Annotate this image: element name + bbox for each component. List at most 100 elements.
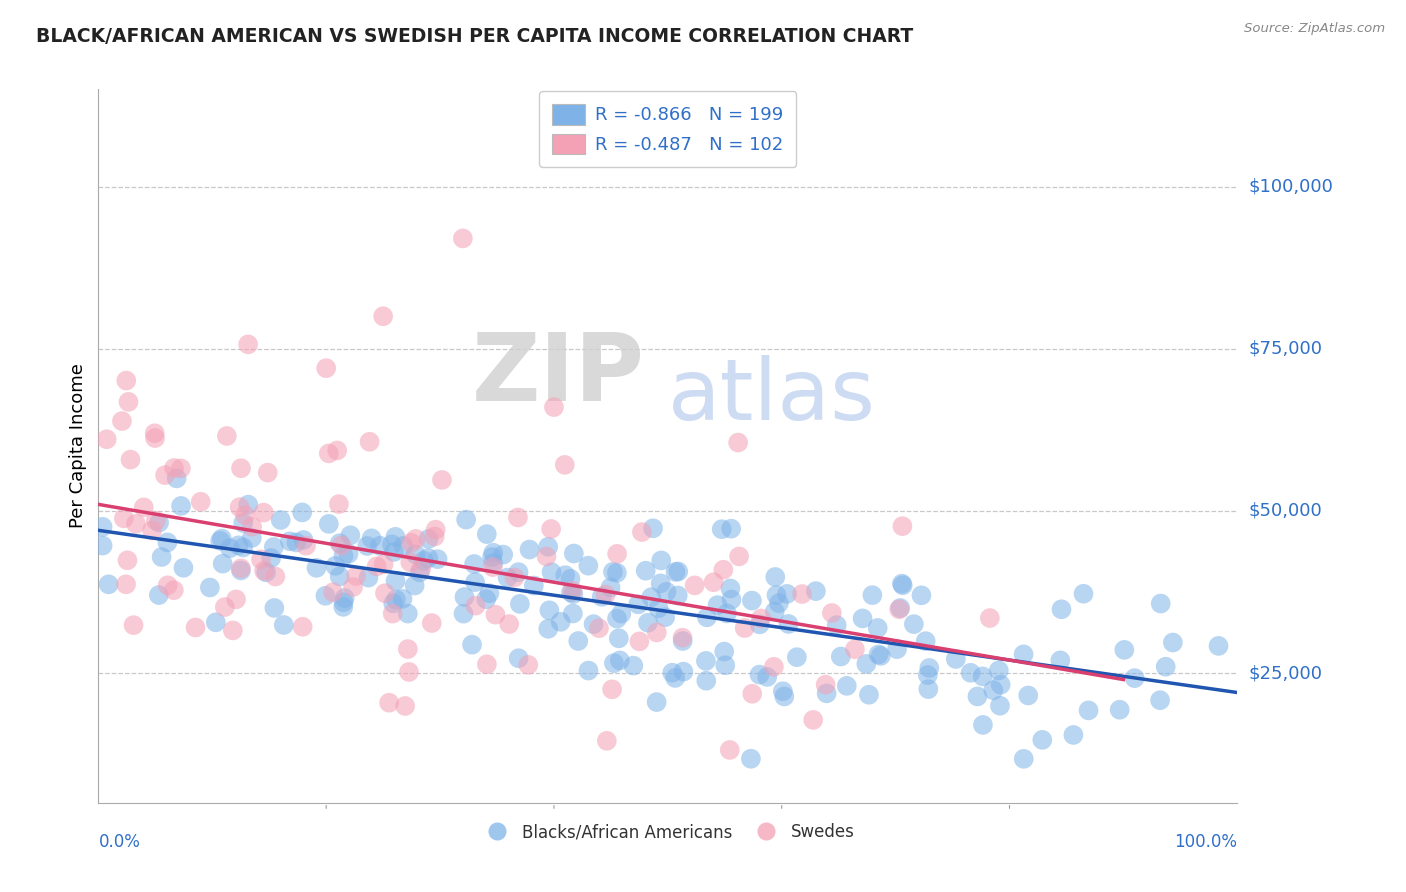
- Point: [228, 500, 250, 515]
- Point: [596, 734, 619, 748]
- Point: [550, 615, 572, 629]
- Point: [645, 625, 668, 640]
- Point: [1161, 635, 1184, 649]
- Point: [263, 601, 285, 615]
- Point: [384, 574, 406, 588]
- Point: [394, 698, 416, 713]
- Point: [609, 653, 631, 667]
- Point: [373, 558, 395, 572]
- Point: [695, 654, 717, 668]
- Point: [332, 599, 354, 614]
- Point: [990, 678, 1012, 692]
- Point: [972, 669, 994, 683]
- Point: [156, 578, 179, 592]
- Point: [695, 673, 717, 688]
- Point: [1208, 639, 1230, 653]
- Point: [979, 611, 1001, 625]
- Point: [384, 530, 406, 544]
- Point: [453, 607, 475, 621]
- Point: [582, 617, 605, 632]
- Point: [655, 584, 678, 599]
- Point: [672, 665, 695, 679]
- Point: [517, 657, 540, 672]
- Point: [602, 565, 624, 579]
- Point: [554, 568, 576, 582]
- Point: [778, 616, 800, 631]
- Point: [786, 650, 808, 665]
- Point: [1077, 703, 1099, 717]
- Point: [339, 528, 361, 542]
- Point: [132, 500, 155, 515]
- Point: [1031, 732, 1053, 747]
- Point: [396, 607, 419, 621]
- Point: [498, 617, 520, 632]
- Point: [232, 516, 254, 530]
- Point: [418, 532, 440, 546]
- Point: [554, 458, 576, 472]
- Point: [661, 665, 683, 680]
- Point: [562, 587, 585, 601]
- Point: [318, 516, 340, 531]
- Text: $75,000: $75,000: [1249, 340, 1323, 358]
- Point: [484, 607, 506, 622]
- Point: [240, 519, 263, 533]
- Point: [163, 583, 186, 598]
- Point: [664, 565, 686, 579]
- Point: [453, 590, 475, 604]
- Point: [150, 549, 173, 564]
- Point: [814, 678, 837, 692]
- Text: $100,000: $100,000: [1249, 178, 1333, 195]
- Point: [481, 560, 503, 574]
- Point: [727, 435, 749, 450]
- Point: [405, 532, 427, 546]
- Point: [374, 586, 396, 600]
- Point: [112, 511, 135, 525]
- Point: [264, 569, 287, 583]
- Point: [672, 634, 695, 648]
- Point: [599, 581, 621, 595]
- Point: [413, 554, 436, 568]
- Point: [232, 541, 254, 555]
- Point: [295, 539, 318, 553]
- Point: [519, 542, 541, 557]
- Point: [148, 588, 170, 602]
- Point: [988, 698, 1011, 713]
- Point: [366, 559, 388, 574]
- Point: [1062, 728, 1084, 742]
- Point: [405, 547, 427, 561]
- Point: [728, 549, 751, 564]
- Point: [645, 695, 668, 709]
- Point: [382, 596, 405, 610]
- Point: [461, 638, 484, 652]
- Point: [714, 658, 737, 673]
- Point: [560, 585, 582, 599]
- Point: [628, 634, 651, 648]
- Point: [356, 539, 378, 553]
- Point: [1150, 597, 1173, 611]
- Point: [332, 549, 354, 563]
- Point: [537, 622, 560, 636]
- Point: [163, 461, 186, 475]
- Point: [478, 586, 501, 600]
- Point: [647, 601, 669, 615]
- Point: [184, 620, 207, 634]
- Point: [215, 429, 238, 443]
- Point: [650, 553, 672, 567]
- Point: [172, 561, 194, 575]
- Point: [917, 668, 939, 682]
- Point: [145, 514, 167, 528]
- Point: [621, 658, 644, 673]
- Point: [768, 596, 790, 610]
- Text: BLACK/AFRICAN AMERICAN VS SWEDISH PER CAPITA INCOME CORRELATION CHART: BLACK/AFRICAN AMERICAN VS SWEDISH PER CA…: [35, 28, 912, 46]
- Point: [148, 516, 170, 530]
- Point: [228, 538, 250, 552]
- Point: [368, 539, 391, 553]
- Point: [496, 571, 519, 585]
- Point: [325, 558, 347, 573]
- Legend: Blacks/African Americans, Swedes: Blacks/African Americans, Swedes: [474, 817, 862, 848]
- Point: [385, 592, 408, 607]
- Point: [260, 551, 283, 566]
- Point: [482, 556, 505, 570]
- Point: [603, 656, 626, 670]
- Point: [198, 581, 221, 595]
